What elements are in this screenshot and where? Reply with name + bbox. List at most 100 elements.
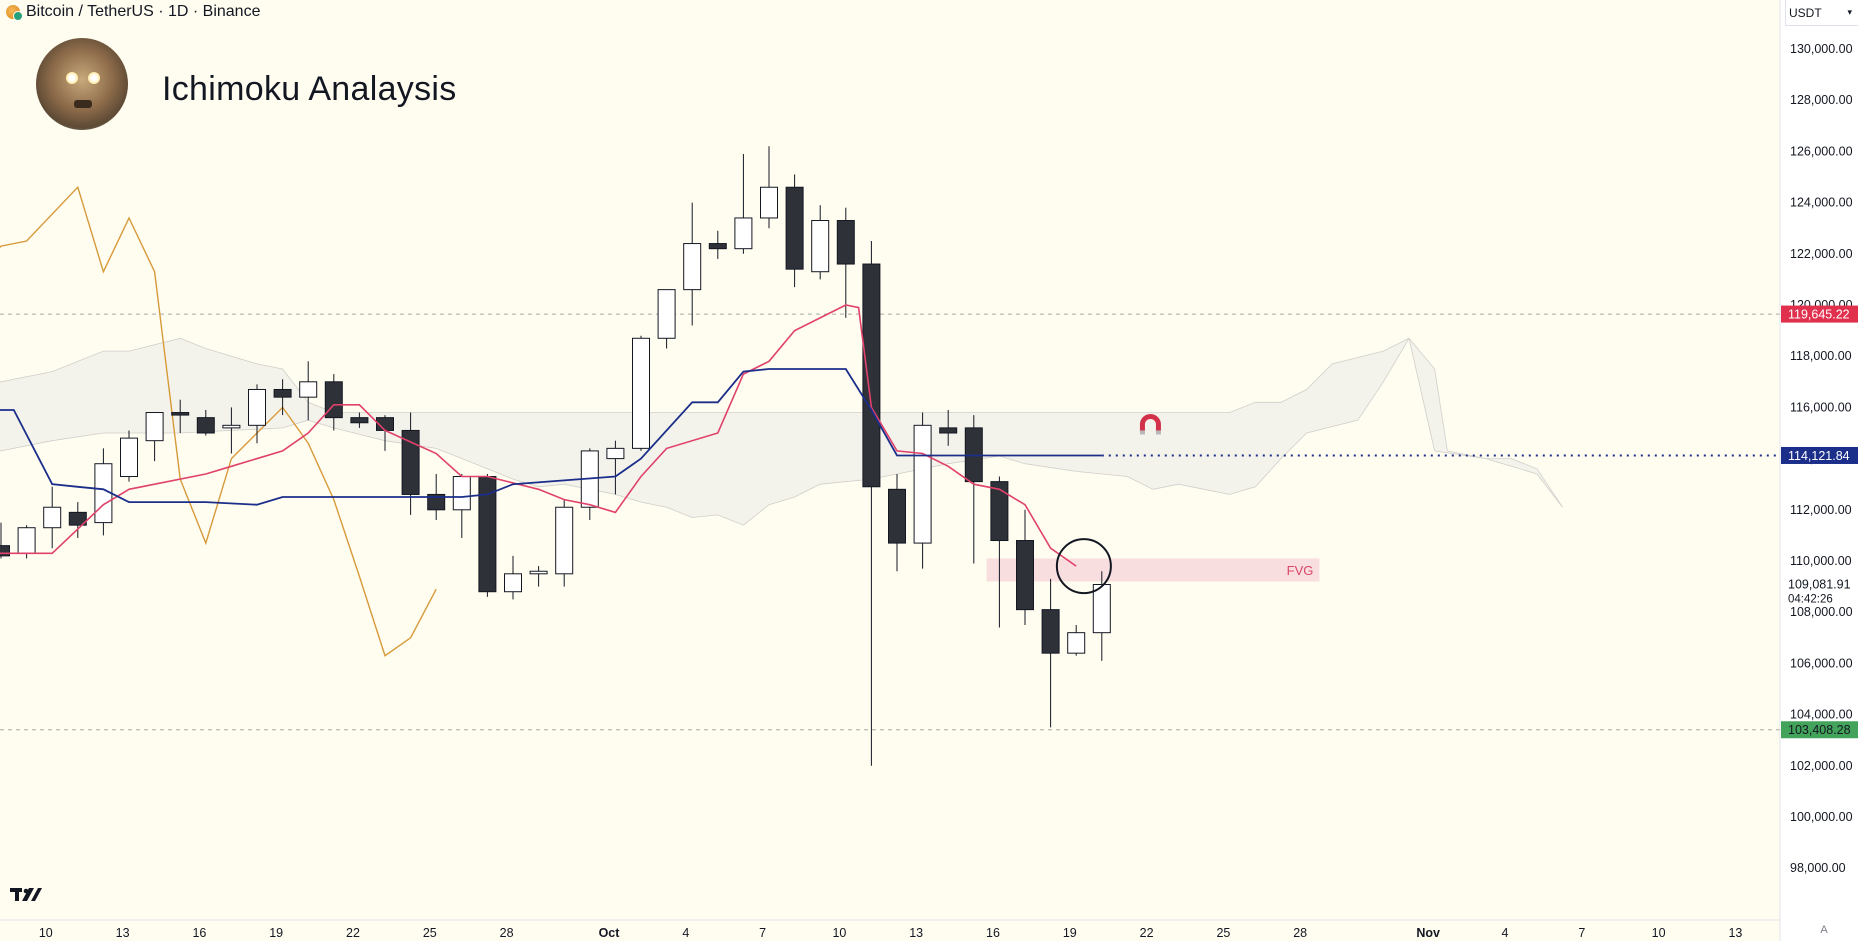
- plot-area: FVG: [0, 146, 1780, 766]
- candle-body: [401, 429, 420, 495]
- candle: [580, 448, 599, 521]
- fvg-zone: [986, 558, 1320, 582]
- x-tick-label: 13: [909, 926, 923, 940]
- candle: [888, 473, 906, 572]
- avatar-mouth: [74, 100, 92, 108]
- candle: [939, 409, 958, 446]
- candle: [171, 399, 190, 433]
- x-tick-label: 28: [500, 926, 514, 940]
- candle: [913, 412, 932, 569]
- avatar-image: [36, 38, 128, 130]
- x-tick-label: Oct: [599, 926, 621, 940]
- candle-body: [222, 424, 241, 429]
- candle-body: [427, 493, 446, 511]
- symbol-title: Bitcoin / TetherUS · 1D · Binance: [26, 3, 261, 20]
- candle: [222, 407, 241, 454]
- fvg-label: FVG: [1287, 563, 1314, 578]
- candle-body: [836, 220, 855, 265]
- candle-body: [1092, 584, 1111, 634]
- y-tick-label: 112,000.00: [1790, 503, 1852, 517]
- candle-body: [785, 186, 804, 270]
- y-tick-label: 116,000.00: [1790, 400, 1852, 414]
- candle-body: [299, 381, 318, 398]
- x-tick-label: 28: [1293, 926, 1307, 940]
- annotation-circle: [1055, 538, 1112, 595]
- candle-body: [145, 412, 164, 442]
- auto-scale-button[interactable]: A: [1820, 924, 1828, 936]
- price-label-kijun: 114,121.84: [1788, 449, 1850, 463]
- candle-body: [43, 506, 62, 529]
- candle-body: [273, 388, 292, 398]
- y-tick-label: 100,000.00: [1790, 810, 1853, 824]
- candle-body: [196, 417, 215, 434]
- candle-body: [862, 263, 881, 488]
- candle-body: [0, 545, 10, 557]
- bitcoin-icon: [6, 5, 23, 21]
- candle: [273, 379, 292, 416]
- price-label-resistance: 119,645.22: [1788, 308, 1850, 322]
- candle: [401, 412, 420, 515]
- candle-body: [248, 388, 266, 426]
- y-tick-label: 128,000.00: [1790, 93, 1853, 107]
- x-tick-label: 4: [1502, 926, 1509, 940]
- candle: [964, 415, 983, 564]
- countdown-label: 04:42:26: [1788, 594, 1833, 606]
- candle-body: [1016, 540, 1034, 611]
- candle-body: [734, 217, 753, 250]
- x-tick-label: 25: [1216, 926, 1230, 940]
- candle-body: [1041, 609, 1060, 654]
- chevron-down-icon: ▾: [1847, 7, 1852, 17]
- candle: [836, 207, 855, 318]
- candle: [1041, 578, 1060, 728]
- chikou-span-line: [0, 185, 437, 657]
- candle: [606, 440, 625, 495]
- price-label-support: 103,408.28: [1788, 723, 1851, 737]
- y-tick-label: 102,000.00: [1790, 759, 1853, 773]
- candle: [555, 499, 574, 587]
- candle: [350, 412, 369, 428]
- price-label-bg-resistance: [1781, 305, 1858, 323]
- magnet-tip-left: [1139, 430, 1145, 435]
- candle: [43, 486, 62, 549]
- candle: [811, 205, 830, 280]
- candle-body: [529, 570, 548, 575]
- y-tick-label: 106,000.00: [1790, 656, 1853, 670]
- y-tick-label: 98,000.00: [1790, 861, 1846, 875]
- y-tick-label: 126,000.00: [1790, 144, 1853, 158]
- kijun-sen-line: [0, 368, 1102, 506]
- candle: [529, 566, 548, 587]
- candle: [657, 289, 676, 349]
- candle-body: [452, 476, 471, 511]
- candle: [196, 409, 215, 436]
- candle-body: [683, 243, 702, 291]
- avatar-eye-left: [66, 72, 78, 84]
- candle-body: [555, 506, 574, 575]
- y-tick-label: 118,000.00: [1790, 349, 1852, 363]
- tradingview-logo[interactable]: [10, 886, 42, 904]
- y-tick-label: 108,000.00: [1790, 605, 1853, 619]
- candle-body: [120, 437, 138, 478]
- candle: [632, 335, 650, 451]
- x-tick-label: 19: [1063, 926, 1077, 940]
- currency-select[interactable]: USDT ▾: [1785, 0, 1858, 26]
- x-tick-label: 22: [346, 926, 360, 940]
- symbol-header[interactable]: Bitcoin / TetherUS · 1D · Binance: [6, 3, 260, 21]
- x-tick-label: 13: [1728, 926, 1742, 940]
- magnet-body: [1139, 414, 1161, 431]
- magnet-tip-right: [1155, 430, 1161, 435]
- x-tick-label: 7: [1578, 926, 1585, 940]
- page-title: Ichimoku Analaysis: [162, 70, 457, 108]
- candle-body: [350, 417, 369, 424]
- candle-body: [888, 488, 906, 544]
- x-tick-label: 16: [986, 926, 1000, 940]
- candle: [68, 502, 87, 538]
- x-tick-label: 10: [832, 926, 846, 940]
- tradingview-logo-mark: [10, 888, 42, 901]
- candle-body: [913, 424, 932, 544]
- y-tick-label: 122,000.00: [1790, 247, 1853, 261]
- candle-body: [606, 447, 625, 460]
- candle: [734, 153, 753, 254]
- avatar-eye-right: [88, 72, 100, 84]
